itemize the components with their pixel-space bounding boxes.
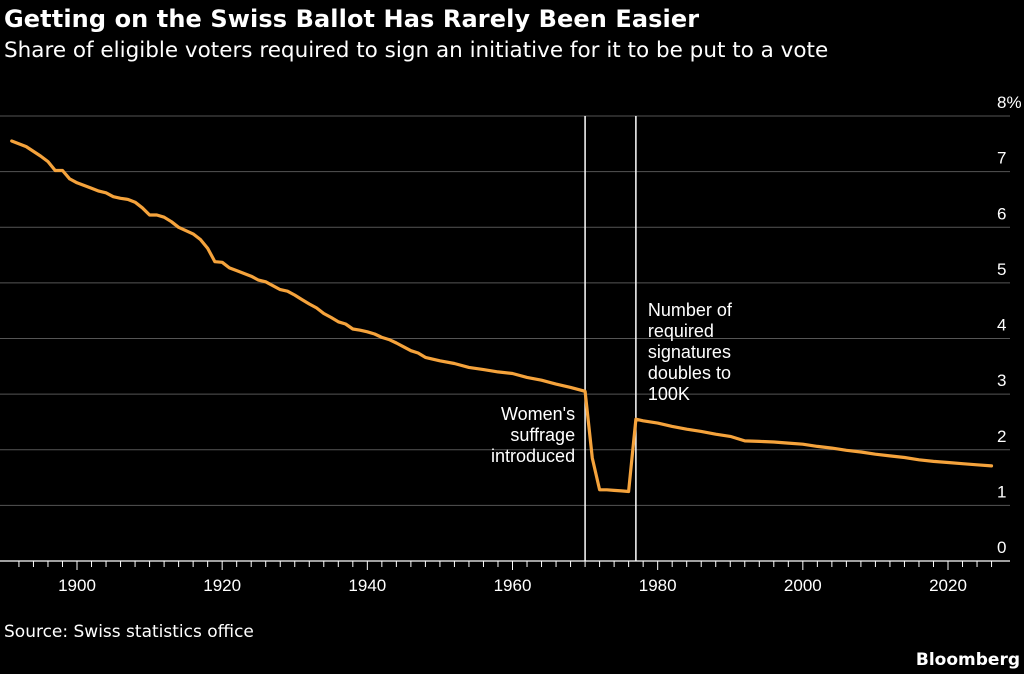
annotation-text-0: Women's suffrage introduced xyxy=(491,404,575,466)
y-tick-label: 1 xyxy=(997,482,1006,501)
x-tick-label: 1900 xyxy=(58,576,96,595)
x-tick-label: 1980 xyxy=(639,576,677,595)
x-tick-label: 1940 xyxy=(348,576,386,595)
x-tick-label: 1960 xyxy=(494,576,532,595)
y-tick-label: 2 xyxy=(997,427,1006,446)
annotation-line-text: signatures xyxy=(648,342,731,362)
series-line-0 xyxy=(10,139,994,494)
y-axis-ticks: 0 1 2 3 4 5 6 7 8% xyxy=(997,93,1022,557)
bloomberg-logo: Bloomberg xyxy=(915,650,1020,670)
annotation-line-text: required xyxy=(648,321,714,341)
y-tick-label: 4 xyxy=(997,316,1006,335)
annotation-line-text: 100K xyxy=(648,384,690,404)
annotations: Women's suffrage introduced Number of requir… xyxy=(491,116,733,561)
x-tick-label: 2000 xyxy=(784,576,822,595)
chart-title: Getting on the Swiss Ballot Has Rarely B… xyxy=(4,5,700,33)
y-tick-label: 5 xyxy=(997,260,1006,279)
y-tick-label: 3 xyxy=(997,371,1006,390)
y-tick-label: 0 xyxy=(997,538,1006,557)
gridlines xyxy=(0,115,1010,506)
annotation-line-text: doubles to xyxy=(648,363,731,383)
annotation-line-text: Number of xyxy=(648,300,733,320)
series xyxy=(10,139,994,494)
y-tick-label: 6 xyxy=(997,204,1006,223)
annotation-line-text: suffrage xyxy=(510,425,575,445)
x-axis: 1900 1920 1940 1960 1980 2000 2020 xyxy=(0,560,1010,595)
annotation-line-text: Women's xyxy=(501,404,575,424)
annotation-text-1: Number of required signatures doubles to 100… xyxy=(648,300,733,404)
annotation-line-text: introduced xyxy=(491,446,575,466)
chart-subtitle: Share of eligible voters required to sig… xyxy=(4,38,829,63)
source-note: Source: Swiss statistics office xyxy=(4,622,254,642)
x-tick-label: 1920 xyxy=(203,576,241,595)
x-tick-label: 2020 xyxy=(929,576,967,595)
y-tick-label: 7 xyxy=(997,149,1006,168)
y-tick-label: 8% xyxy=(997,93,1022,112)
